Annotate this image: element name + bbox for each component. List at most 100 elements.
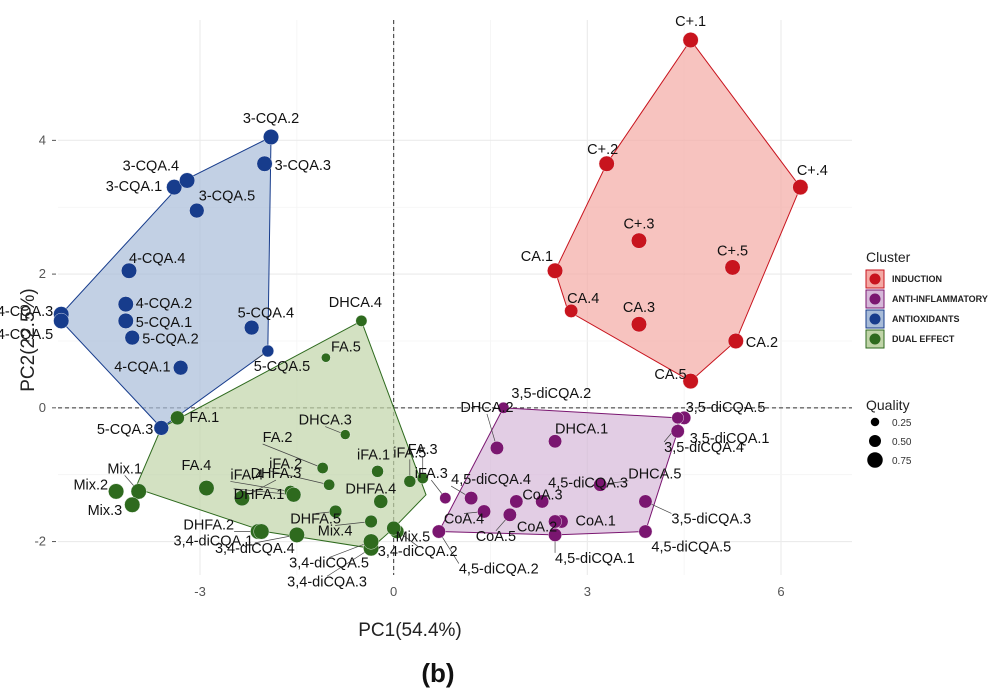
label-FA.3: FA.3	[408, 442, 438, 458]
label-Mix.5: Mix.5	[396, 530, 431, 546]
label-C+.5: C+.5	[717, 243, 748, 259]
label-4-CQA.2: 4-CQA.2	[136, 296, 192, 312]
label-FA.5: FA.5	[331, 340, 361, 356]
label-DHFA.4: DHFA.4	[345, 481, 396, 497]
label-DHCA.1: DHCA.1	[555, 421, 608, 437]
point-CA.5	[682, 373, 699, 390]
point-CA.1	[547, 262, 564, 279]
legend-label-dual effect: DUAL EFFECT	[892, 334, 955, 344]
label-3,4-diCQA.2: 3,4-diCQA.2	[378, 544, 458, 560]
point-3-CQA.4	[179, 172, 196, 189]
y-tick-label: 2	[39, 266, 46, 281]
point-Mix.2	[108, 483, 125, 500]
point-CA.3	[631, 316, 647, 333]
label-FA.2: FA.2	[263, 430, 293, 446]
legend-quality-marker	[869, 435, 881, 447]
point-FA.3	[416, 472, 429, 484]
legend-quality-marker	[867, 452, 883, 468]
label-3-CQA.4: 3-CQA.4	[123, 158, 179, 174]
point-CoA.3	[509, 494, 524, 509]
point-CoA.4	[477, 504, 491, 519]
label-4,5-diCQA.1: 4,5-diCQA.1	[555, 551, 635, 567]
label-iFA.5: iFA.5	[393, 445, 426, 461]
label-CoA.2: CoA.2	[517, 520, 557, 536]
label-iFA.1: iFA.1	[357, 447, 390, 463]
point-4-CQA.5	[53, 312, 70, 329]
label-3,5-diCQA.5: 3,5-diCQA.5	[686, 400, 766, 416]
point-C+.5	[724, 259, 741, 276]
label-C+.4: C+.4	[797, 163, 828, 179]
label-5-CQA.2: 5-CQA.2	[142, 332, 198, 348]
label-CoA.3: CoA.3	[522, 487, 562, 503]
point-Mix.3	[124, 496, 141, 513]
label-iFA.4: iFA.4	[230, 467, 263, 483]
point-Mix.1	[130, 483, 147, 500]
y-axis-title: PC2(22.5%)	[18, 288, 39, 392]
legend-quality-label: 0.50	[892, 437, 912, 448]
label-Mix.1: Mix.1	[107, 461, 142, 477]
label-4-CQA.3: 4-CQA.3	[0, 304, 53, 320]
label-DHFA.1: DHFA.1	[234, 487, 285, 503]
label-3-CQA.2: 3-CQA.2	[243, 111, 299, 127]
point-4-CQA.2	[117, 296, 134, 313]
x-tick-label: 3	[584, 584, 591, 599]
point-C+.2	[598, 155, 615, 172]
label-3,4-diCQA.4: 3,4-diCQA.4	[215, 541, 295, 557]
point-3,4-diCQA.5	[363, 533, 380, 550]
label-CoA.4: CoA.4	[444, 511, 484, 527]
point-3,5-diCQA.3	[638, 494, 653, 509]
point-4,5-diCQA.5	[638, 524, 653, 539]
legend-label-antioxidants: ANTIOXIDANTS	[892, 314, 960, 324]
point-iFA.3	[439, 492, 452, 504]
label-3,5-diCQA.3: 3,5-diCQA.3	[671, 511, 751, 527]
x-tick-label: -3	[194, 584, 206, 599]
label-3,4-diCQA.1: 3,4-diCQA.1	[174, 534, 254, 550]
legend-quality-label: 0.75	[892, 456, 912, 467]
label-C+.1: C+.1	[675, 14, 706, 30]
point-DHCA.4	[355, 315, 368, 327]
leader-iFA.4	[230, 481, 291, 492]
label-Mix.2: Mix.2	[73, 477, 108, 493]
label-3,5-diCQA.2: 3,5-diCQA.2	[511, 386, 591, 402]
label-5-CQA.5: 5-CQA.5	[254, 359, 310, 375]
axis-ticks: -3 0 3 6 -2 0 2 4	[34, 132, 784, 599]
label-3,4-diCQA.3: 3,4-diCQA.3	[287, 574, 367, 590]
label-iFA.2: iFA.2	[269, 457, 302, 473]
legend-quality-label: 0.25	[892, 418, 912, 429]
point-5-CQA.4	[244, 319, 260, 336]
point-4-CQA.4	[121, 262, 137, 279]
legend-marker-antioxidants	[869, 313, 881, 325]
label-DHCA.2: DHCA.2	[460, 400, 513, 416]
label-CA.3: CA.3	[623, 300, 655, 316]
point-DHFA.5	[329, 504, 343, 519]
x-tick-label: 6	[777, 584, 784, 599]
point-5-CQA.3	[153, 420, 169, 436]
legend-label-induction: INDUCTION	[892, 274, 942, 284]
label-DHFA.5: DHFA.5	[290, 511, 341, 527]
point-C+.1	[682, 32, 699, 49]
leader-FA.2	[262, 443, 323, 469]
point-FA.4	[198, 480, 215, 497]
label-4,5-diCQA.3: 4,5-diCQA.3	[548, 475, 628, 491]
point-3-CQA.3	[256, 155, 273, 172]
point-3,4-diCQA.1	[253, 523, 270, 540]
point-3,5-diCQA.2	[497, 401, 510, 414]
label-C+.3: C+.3	[623, 217, 654, 233]
point-DHCA.5	[593, 477, 608, 492]
point-iFA.1	[371, 465, 384, 478]
point-CoA.5	[502, 507, 517, 522]
point-C+.4	[792, 179, 809, 196]
y-tick-label: 4	[39, 132, 46, 147]
leader-iFA.2	[269, 470, 330, 486]
data-points	[53, 32, 809, 557]
x-axis-title: PC1(54.4%)	[358, 620, 462, 641]
point-5-CQA.2	[124, 330, 140, 346]
point-FA.1	[170, 410, 185, 426]
figure-caption: (b)	[421, 658, 454, 688]
legend-marker-dual effect	[869, 333, 881, 345]
point-3-CQA.2	[263, 129, 279, 145]
y-tick-label: 0	[39, 400, 46, 415]
point-5-CQA.1	[117, 312, 134, 329]
label-iFA.3: iFA.3	[415, 466, 448, 482]
label-CA.4: CA.4	[567, 291, 599, 307]
